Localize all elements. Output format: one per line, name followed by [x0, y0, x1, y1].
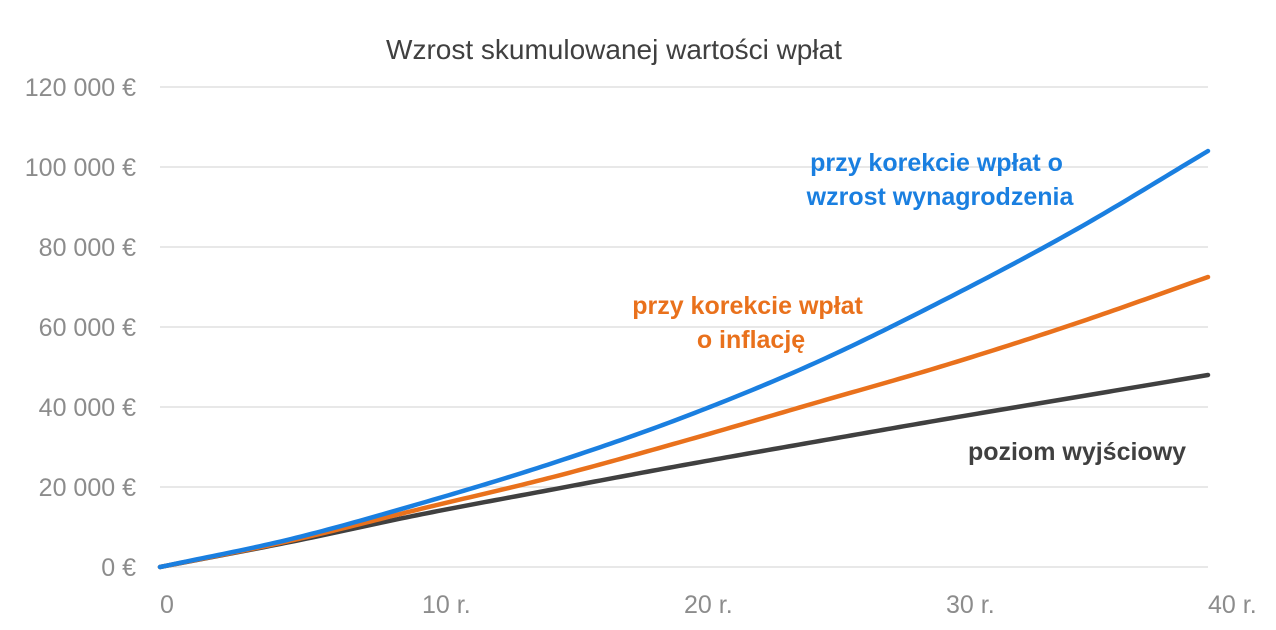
- series-line-1: [157, 274, 1211, 570]
- series-lines: [157, 148, 1211, 570]
- x-axis-ticks: 0 10 r. 20 r. 30 r. 40 r.: [160, 591, 1257, 619]
- annotation-inflation: przy korekcie wpłat o inflację: [632, 292, 870, 354]
- series-line-0: [157, 148, 1211, 570]
- series-annotations: przy korekcie wpłat o wzrost wynagrodzen…: [632, 149, 1186, 466]
- y-tick-label: 0 €: [101, 554, 136, 582]
- x-tick-label: 30 r.: [946, 591, 995, 619]
- chart-title: Wzrost skumulowanej wartości wpłat: [386, 34, 842, 65]
- y-tick-label: 120 000 €: [25, 74, 136, 102]
- annotation-baseline: poziom wyjściowy: [968, 438, 1186, 466]
- annotation-wage-growth-line-2: wzrost wynagrodzenia: [806, 183, 1075, 211]
- x-tick-label: 0: [160, 591, 174, 619]
- annotation-inflation-line-2: o inflację: [697, 326, 805, 354]
- x-tick-label: 10 r.: [422, 591, 471, 619]
- y-tick-label: 60 000 €: [39, 314, 136, 342]
- annotation-wage-growth: przy korekcie wpłat o wzrost wynagrodzen…: [806, 149, 1075, 211]
- annotation-baseline-line-1: poziom wyjściowy: [968, 438, 1186, 466]
- y-tick-label: 40 000 €: [39, 394, 136, 422]
- y-tick-label: 20 000 €: [39, 474, 136, 502]
- grid: [160, 86, 1208, 568]
- annotation-wage-growth-line-1: przy korekcie wpłat o: [810, 149, 1063, 177]
- x-tick-label: 40 r.: [1208, 591, 1257, 619]
- series-line-2: [157, 372, 1211, 570]
- y-axis-ticks: 0 € 20 000 € 40 000 € 60 000 € 80 000 € 100 0…: [25, 74, 136, 582]
- x-tick-label: 20 r.: [684, 591, 733, 619]
- y-tick-label: 80 000 €: [39, 234, 136, 262]
- y-tick-label: 100 000 €: [25, 154, 136, 182]
- annotation-inflation-line-1: przy korekcie wpłat: [632, 292, 863, 320]
